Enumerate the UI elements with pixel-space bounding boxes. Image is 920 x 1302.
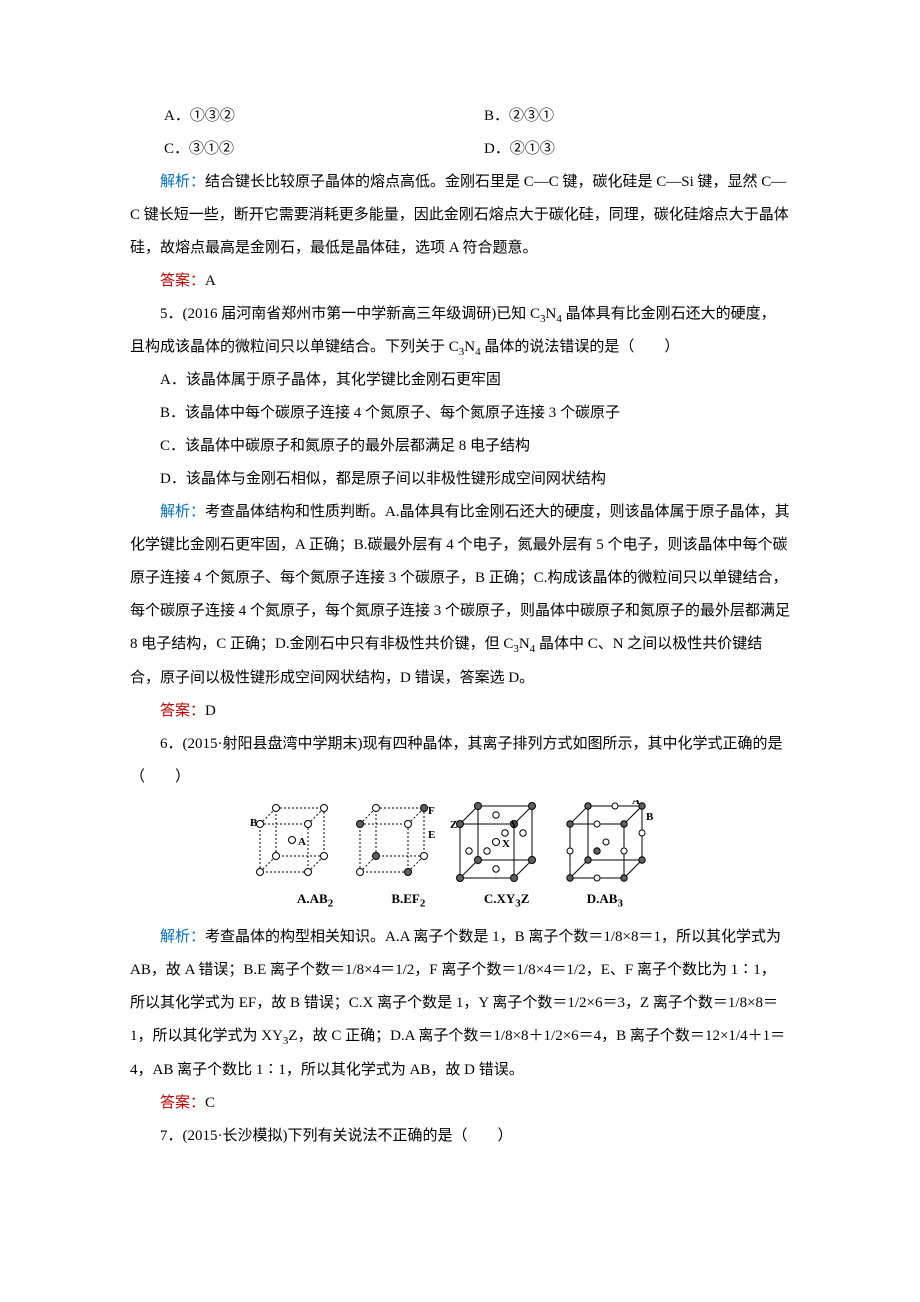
q5-stem: 5．(2016 届河南省郑州市第一中学新高三年级调研)已知 C3N4 晶体具有比… xyxy=(130,298,790,364)
svg-text:B: B xyxy=(250,817,258,829)
q6-answer-text: C xyxy=(205,1095,215,1111)
svg-text:F: F xyxy=(428,805,435,817)
q4-choice-d: D．②①③ xyxy=(484,133,555,166)
svg-text:A: A xyxy=(632,800,640,807)
fig-cap-d-sub: 3 xyxy=(617,897,623,909)
q5-mid1: N xyxy=(546,306,557,322)
q5-option-b: B．该晶体中每个碳原子连接 4 个氮原子、每个氮原子连接 3 个碳原子 xyxy=(130,397,790,430)
svg-text:Y: Y xyxy=(510,819,518,831)
fig-cap-d: D.AB xyxy=(587,885,618,914)
svg-text:Z: Z xyxy=(450,819,457,831)
q5-option-c: C．该晶体中碳原子和氮原子的最外层都满足 8 电子结构 xyxy=(130,430,790,463)
q4-answer: 答案：A xyxy=(130,265,790,298)
analysis-label: 解析： xyxy=(160,504,205,520)
answer-label: 答案： xyxy=(160,1095,205,1111)
fig-cap-a-sub: 2 xyxy=(328,897,334,909)
fig-cap-c-tail: Z xyxy=(521,885,530,914)
q6-stem: 6．(2015·射阳县盘湾中学期末)现有四种晶体，其离子排列方式如图所示，其中化… xyxy=(130,728,790,794)
q7-stem: 7．(2015·长沙模拟)下列有关说法不正确的是（ ） xyxy=(130,1120,790,1153)
q5-answer-text: D xyxy=(205,703,216,719)
q4-choice-b: B．②③① xyxy=(484,100,554,133)
q5-ana-mid1: N xyxy=(519,636,530,652)
analysis-label: 解析： xyxy=(160,929,205,945)
svg-text:E: E xyxy=(428,829,435,841)
q6-figure: A B F E xyxy=(130,800,790,885)
q6-analysis: 解析：考查晶体的构型相关知识。A.A 离子个数是 1，B 离子个数＝1/8×8＝… xyxy=(130,921,790,1086)
q4-analysis: 解析：结合键长比较原子晶体的熔点高低。金刚石里是 C—C 键，碳化硅是 C—Si… xyxy=(130,166,790,265)
fig-cap-c: C.XY xyxy=(484,885,515,914)
svg-text:A: A xyxy=(298,836,306,848)
q4-analysis-text: 结合键长比较原子晶体的熔点高低。金刚石里是 C—C 键，碳化硅是 C—Si 键，… xyxy=(130,174,789,256)
q5-stem-c: 晶体的说法错误的是（ ） xyxy=(481,339,680,355)
q6-answer: 答案：C xyxy=(130,1087,790,1120)
q4-choice-c: C．③①② xyxy=(164,133,484,166)
fig-cap-a: A.AB xyxy=(297,885,328,914)
q4-answer-text: A xyxy=(205,273,216,289)
svg-text:B: B xyxy=(646,811,654,823)
answer-label: 答案： xyxy=(160,703,205,719)
fig-cap-b: B.EF xyxy=(391,885,420,914)
svg-text:X: X xyxy=(502,838,510,850)
q5-analysis: 解析：考查晶体结构和性质判断。A.晶体具有比金刚石还大的硬度，则该晶体属于原子晶… xyxy=(130,496,790,694)
analysis-label: 解析： xyxy=(160,174,205,190)
q5-option-d: D．该晶体与金刚石相似，都是原子间以非极性键形成空间网状结构 xyxy=(130,463,790,496)
q5-option-a: A．该晶体属于原子晶体，其化学键比金刚石更牢固 xyxy=(130,364,790,397)
q4-choice-a: A．①③② xyxy=(164,100,484,133)
answer-label: 答案： xyxy=(160,273,205,289)
q5-analysis-a: 考查晶体结构和性质判断。A.晶体具有比金刚石还大的硬度，则该晶体属于原子晶体，其… xyxy=(130,504,790,652)
q6-figure-captions: A.AB2 B.EF2 C.XY3Z D.AB3 xyxy=(130,885,790,916)
q5-stem-a: 5．(2016 届河南省郑州市第一中学新高三年级调研)已知 C xyxy=(160,306,540,322)
fig-cap-b-sub: 2 xyxy=(420,897,426,909)
q5-mid2: N xyxy=(464,339,475,355)
q5-answer: 答案：D xyxy=(130,695,790,728)
